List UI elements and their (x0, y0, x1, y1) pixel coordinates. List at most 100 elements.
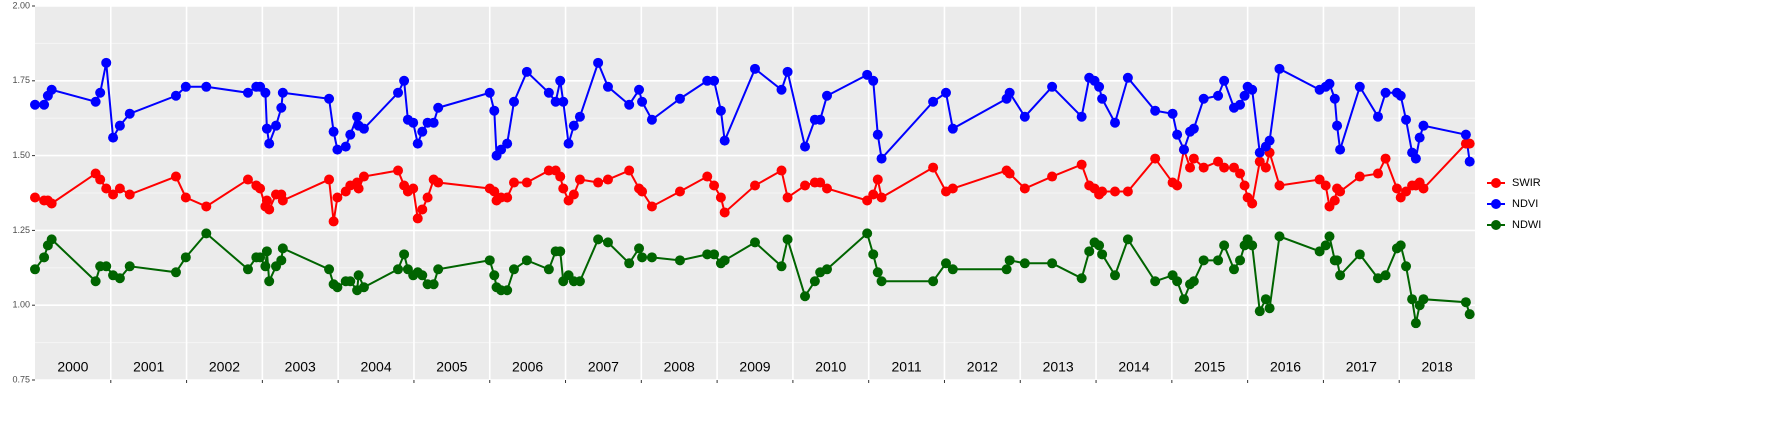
point (1097, 249, 1108, 260)
point (868, 75, 879, 86)
point (417, 126, 428, 137)
point (521, 255, 532, 266)
point (646, 252, 657, 263)
point (543, 87, 554, 98)
point (1354, 249, 1365, 260)
point (947, 123, 958, 134)
point (521, 66, 532, 77)
point (489, 186, 500, 197)
point (593, 234, 604, 245)
y-tick-label: 1.25 (12, 225, 30, 235)
point (180, 81, 191, 92)
point (399, 249, 410, 260)
year-label: 2009 (739, 359, 770, 375)
point (1219, 75, 1230, 86)
point (1076, 273, 1087, 284)
point (101, 57, 112, 68)
year-label: 2002 (209, 359, 240, 375)
point (255, 252, 266, 263)
point (800, 291, 811, 302)
point (201, 81, 212, 92)
point (574, 111, 585, 122)
year-label: 2017 (1346, 359, 1377, 375)
point (1395, 240, 1406, 251)
point (1274, 180, 1285, 191)
point (574, 276, 585, 287)
point (558, 96, 569, 107)
point (1464, 138, 1475, 149)
year-label: 2006 (512, 359, 543, 375)
point (1264, 135, 1275, 146)
point (1329, 93, 1340, 104)
point (1354, 171, 1365, 182)
point (124, 108, 135, 119)
point (1198, 255, 1209, 266)
point (340, 141, 351, 152)
year-label: 2013 (1043, 359, 1074, 375)
point (276, 102, 287, 113)
point (324, 264, 335, 275)
point (719, 255, 730, 266)
point (876, 276, 887, 287)
point (593, 177, 604, 188)
point (719, 135, 730, 146)
y-tick-label: 2.00 (12, 0, 30, 10)
point (412, 138, 423, 149)
point (1219, 162, 1230, 173)
point (555, 246, 566, 257)
point (868, 189, 879, 200)
point (264, 138, 275, 149)
point (593, 57, 604, 68)
point (1178, 144, 1189, 155)
point (242, 87, 253, 98)
point (1254, 306, 1265, 317)
point (1380, 153, 1391, 164)
point (1247, 198, 1258, 209)
point (1122, 234, 1133, 245)
point (408, 183, 419, 194)
point (702, 171, 713, 182)
year-label: 2014 (1118, 359, 1149, 375)
point (646, 201, 657, 212)
legend-label: NDVI (1512, 198, 1538, 210)
point (201, 228, 212, 239)
point (709, 180, 720, 191)
point (30, 99, 40, 110)
point (201, 201, 212, 212)
point (276, 255, 287, 266)
point (646, 114, 657, 125)
point (1076, 159, 1087, 170)
point (1094, 240, 1105, 251)
y-tick-label: 1.00 (12, 300, 30, 310)
point (1332, 120, 1343, 131)
point (634, 84, 645, 95)
point (502, 192, 513, 203)
point (508, 177, 519, 188)
point (1122, 186, 1133, 197)
point (1172, 180, 1183, 191)
point (261, 195, 272, 206)
point (428, 117, 439, 128)
point (1188, 123, 1199, 134)
point (1418, 183, 1429, 194)
point (1380, 270, 1391, 281)
point (1235, 99, 1246, 110)
point (328, 126, 339, 137)
point (1172, 276, 1183, 287)
point (1320, 240, 1331, 251)
point (624, 99, 635, 110)
point (940, 87, 951, 98)
point (940, 258, 951, 269)
point (876, 192, 887, 203)
point (1332, 255, 1343, 266)
point (114, 273, 125, 284)
point (484, 255, 495, 266)
point (543, 264, 554, 275)
point (1239, 180, 1250, 191)
point (255, 183, 266, 194)
point (46, 234, 57, 245)
point (947, 183, 958, 194)
point (1247, 240, 1258, 251)
point (1418, 294, 1429, 305)
point (822, 90, 832, 101)
